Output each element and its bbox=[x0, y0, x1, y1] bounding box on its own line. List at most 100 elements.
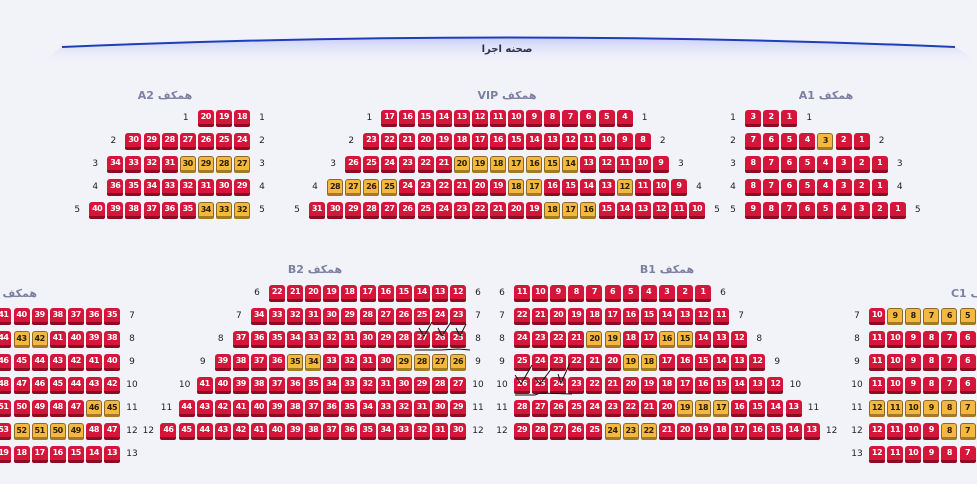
seat[interactable]: 33 bbox=[395, 423, 412, 440]
seat[interactable]: 29 bbox=[341, 308, 358, 325]
seat[interactable]: 20 bbox=[586, 331, 603, 348]
seat[interactable]: 27 bbox=[381, 202, 398, 219]
seat[interactable]: 31 bbox=[161, 156, 178, 173]
seat[interactable]: 22 bbox=[568, 354, 585, 371]
seat[interactable]: 19 bbox=[526, 202, 543, 219]
seat[interactable]: 47 bbox=[13, 377, 30, 394]
seat[interactable]: 8 bbox=[905, 308, 922, 325]
seat[interactable]: 15 bbox=[749, 400, 766, 417]
seat[interactable]: 35 bbox=[179, 202, 196, 219]
seat[interactable]: 25 bbox=[417, 202, 434, 219]
seat[interactable]: 15 bbox=[417, 110, 434, 127]
seat[interactable]: 23 bbox=[568, 377, 585, 394]
seat[interactable]: 18 bbox=[713, 423, 730, 440]
seat[interactable]: 41 bbox=[196, 377, 213, 394]
seat[interactable]: 50 bbox=[49, 423, 66, 440]
seat[interactable]: 33 bbox=[323, 354, 340, 371]
seat[interactable]: 7 bbox=[781, 202, 798, 219]
seat[interactable]: 9 bbox=[905, 377, 922, 394]
seat[interactable]: 10 bbox=[887, 331, 904, 348]
seat[interactable]: 23 bbox=[604, 400, 621, 417]
seat[interactable]: 40 bbox=[250, 400, 267, 417]
seat[interactable]: 21 bbox=[658, 423, 675, 440]
seat[interactable]: 33 bbox=[305, 331, 322, 348]
seat[interactable]: 23 bbox=[363, 133, 380, 150]
seat[interactable]: 41 bbox=[232, 400, 249, 417]
seat[interactable]: 2 bbox=[871, 202, 888, 219]
seat[interactable]: 45 bbox=[13, 354, 30, 371]
seat[interactable]: 3 bbox=[835, 156, 852, 173]
seat[interactable]: 5 bbox=[598, 110, 615, 127]
seat[interactable]: 29 bbox=[413, 377, 430, 394]
seat[interactable]: 35 bbox=[269, 331, 285, 348]
seat[interactable]: 12 bbox=[616, 179, 633, 196]
seat[interactable]: 22 bbox=[471, 202, 488, 219]
seat[interactable]: 10 bbox=[905, 400, 922, 417]
seat[interactable]: 14 bbox=[85, 446, 102, 463]
seat[interactable]: 20 bbox=[453, 156, 470, 173]
seat[interactable]: 41 bbox=[49, 331, 66, 348]
seat[interactable]: 8 bbox=[634, 133, 651, 150]
seat[interactable]: 10 bbox=[869, 308, 885, 325]
seat[interactable]: 12 bbox=[869, 400, 885, 417]
seat[interactable]: 22 bbox=[381, 133, 398, 150]
seat[interactable]: 16 bbox=[622, 308, 639, 325]
seat[interactable]: 36 bbox=[323, 400, 340, 417]
seat[interactable]: 8 bbox=[763, 202, 780, 219]
seat[interactable]: 40 bbox=[269, 423, 285, 440]
seat[interactable]: 32 bbox=[395, 400, 412, 417]
seat[interactable]: 24 bbox=[604, 423, 621, 440]
seat[interactable]: 11 bbox=[869, 331, 885, 348]
seat[interactable]: 4 bbox=[817, 156, 834, 173]
seat[interactable]: 9 bbox=[616, 133, 633, 150]
seat[interactable]: 12 bbox=[695, 308, 711, 325]
seat[interactable]: 14 bbox=[658, 308, 675, 325]
seat[interactable]: 35 bbox=[104, 308, 120, 325]
seat[interactable]: 38 bbox=[125, 202, 142, 219]
seat[interactable]: 16 bbox=[399, 110, 416, 127]
seat[interactable]: 16 bbox=[49, 446, 66, 463]
seat[interactable]: 15 bbox=[695, 354, 711, 371]
seat[interactable]: 11 bbox=[887, 423, 904, 440]
seat[interactable]: 34 bbox=[305, 354, 322, 371]
seat[interactable]: 35 bbox=[359, 423, 376, 440]
seat[interactable]: 18 bbox=[640, 354, 657, 371]
seat[interactable]: 9 bbox=[526, 110, 543, 127]
seat[interactable]: 26 bbox=[568, 423, 585, 440]
seat[interactable]: 17 bbox=[640, 331, 657, 348]
seat[interactable]: 33 bbox=[215, 202, 232, 219]
seat[interactable]: 25 bbox=[586, 423, 603, 440]
seat[interactable]: 14 bbox=[526, 133, 543, 150]
seat[interactable]: 12 bbox=[767, 377, 784, 394]
seat[interactable]: 25 bbox=[381, 179, 398, 196]
seat[interactable]: 29 bbox=[377, 331, 394, 348]
seat[interactable]: 9 bbox=[652, 156, 669, 173]
seat[interactable]: 13 bbox=[431, 285, 448, 302]
seat[interactable]: 35 bbox=[341, 400, 358, 417]
seat[interactable]: 5 bbox=[799, 156, 816, 173]
seat[interactable]: 22 bbox=[269, 285, 285, 302]
seat[interactable]: 30 bbox=[450, 423, 466, 440]
seat[interactable]: 9 bbox=[670, 179, 687, 196]
seat[interactable]: 15 bbox=[767, 423, 784, 440]
seat[interactable]: 16 bbox=[731, 400, 748, 417]
seat[interactable]: 26 bbox=[399, 202, 416, 219]
seat[interactable]: 28 bbox=[395, 331, 412, 348]
seat[interactable]: 13 bbox=[731, 354, 748, 371]
seat[interactable]: 6 bbox=[959, 331, 976, 348]
seat[interactable]: 22 bbox=[622, 400, 639, 417]
seat[interactable]: 22 bbox=[586, 377, 603, 394]
seat[interactable]: 48 bbox=[85, 423, 102, 440]
seat[interactable]: 24 bbox=[532, 354, 549, 371]
seat[interactable]: 1 bbox=[781, 110, 798, 127]
seat[interactable]: 33 bbox=[341, 377, 358, 394]
seat[interactable]: 16 bbox=[544, 179, 561, 196]
seat[interactable]: 7 bbox=[745, 133, 761, 150]
seat[interactable]: 3 bbox=[817, 133, 834, 150]
seat[interactable]: 38 bbox=[104, 331, 120, 348]
seat[interactable]: 7 bbox=[959, 423, 976, 440]
seat[interactable]: 35 bbox=[305, 377, 322, 394]
seat[interactable]: 7 bbox=[763, 179, 780, 196]
seat[interactable]: 6 bbox=[580, 110, 597, 127]
seat[interactable]: 11 bbox=[616, 156, 633, 173]
